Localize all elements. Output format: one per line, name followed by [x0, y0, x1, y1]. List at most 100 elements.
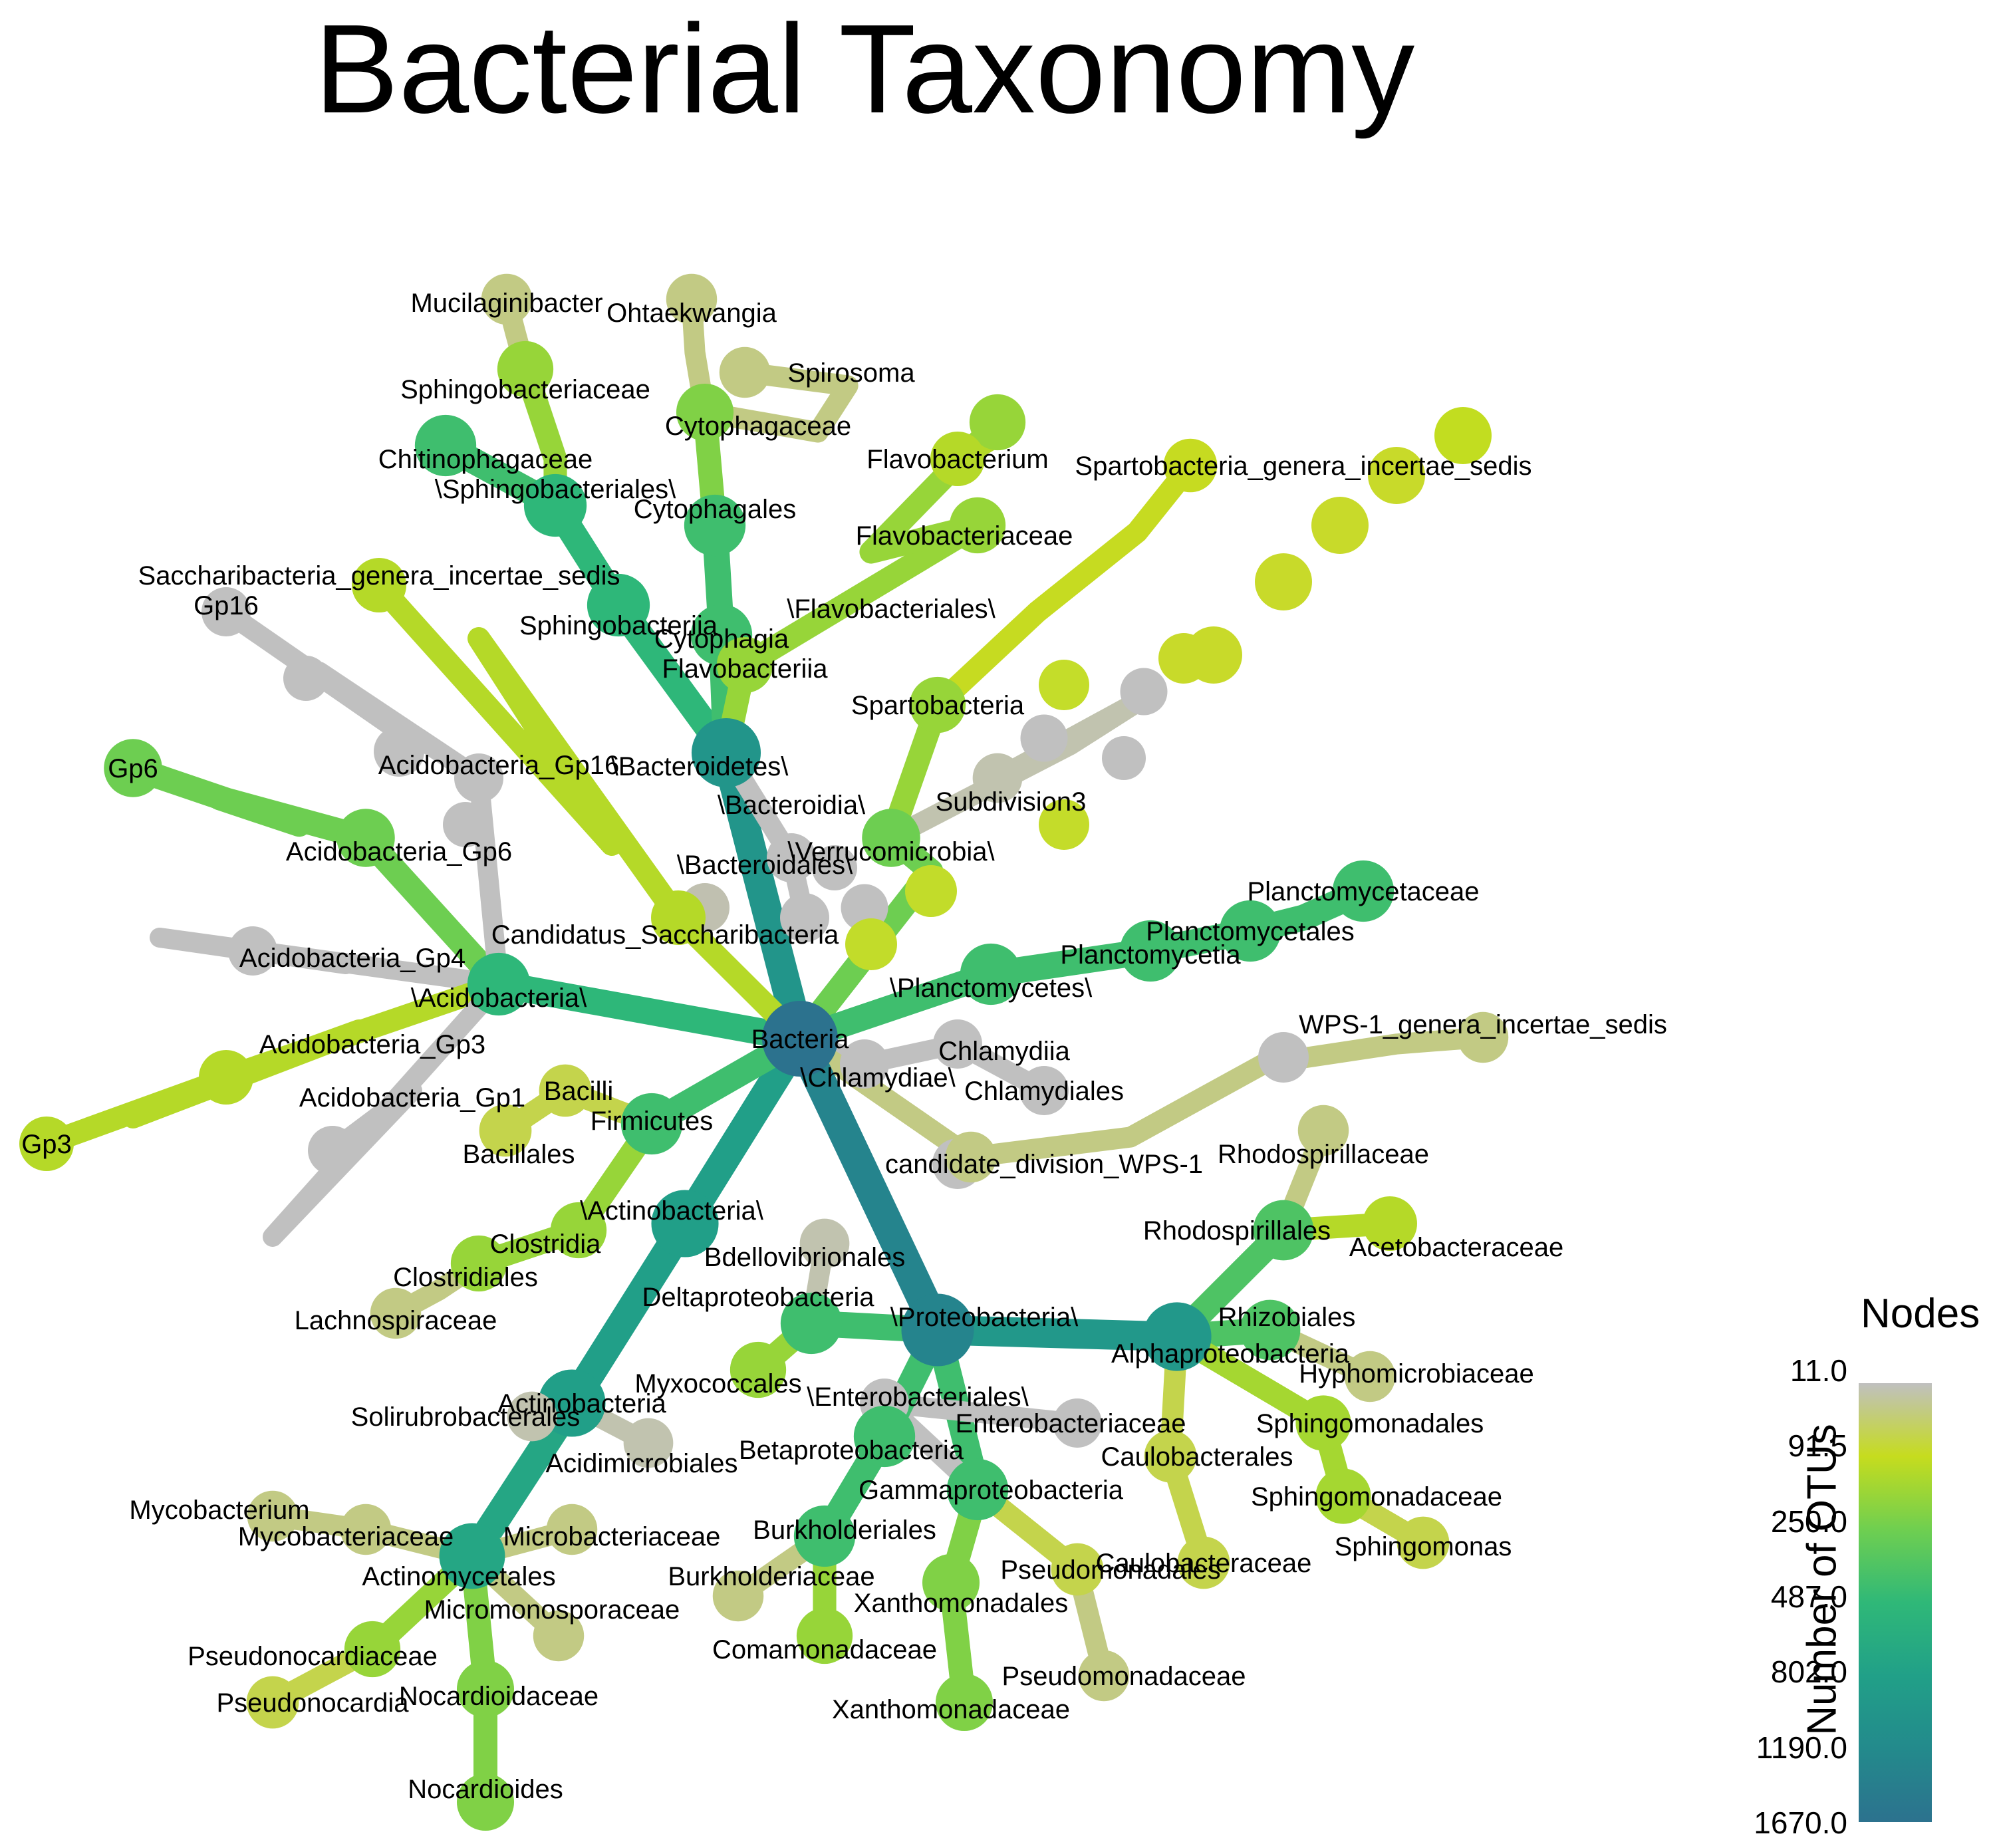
node-label: Flavobacteriia: [662, 654, 828, 684]
chain-node: [1258, 1032, 1309, 1083]
node-label: Nocardioides: [408, 1775, 563, 1804]
chain-node: [1434, 407, 1492, 464]
node-label: Planctomycetaceae: [1247, 877, 1479, 906]
node-label: \Actinobacteria\: [580, 1196, 764, 1226]
chain-node: [1039, 660, 1089, 710]
node-label: Flavobacteriaceae: [856, 521, 1073, 551]
node-label: \Planctomycetes\: [890, 974, 1093, 1003]
node-deltaproteobacteria: [780, 1292, 843, 1355]
node-clostridia: [550, 1202, 607, 1259]
node-mucilaginibacter: [481, 273, 533, 325]
chain-node: [1368, 447, 1425, 504]
node-acidobacteria_gp4: [228, 926, 277, 976]
node-sphingomonadales: [1295, 1395, 1351, 1451]
edge-gp6: [120, 755, 378, 851]
node-actinobacteria_phylum: [651, 1190, 719, 1257]
legend-tick-label: 802.0: [1770, 1654, 1847, 1690]
legend-title: Nodes: [1861, 1291, 1980, 1337]
node-flavobacteriia: [716, 636, 773, 694]
node-label: Spirosoma: [787, 358, 915, 388]
chain-node: [443, 802, 488, 847]
node-label: Sphingomonadaceae: [1251, 1482, 1502, 1512]
node-sphingomonas: [1396, 1516, 1450, 1569]
node-burkholderiaceae: [712, 1570, 764, 1622]
node-label: \Flavobacteriales\: [787, 594, 996, 624]
node-label: \Bacteroidales\: [677, 851, 853, 880]
node-label: Subdivision3: [936, 787, 1087, 817]
node-label: Hyphomicrobiaceae: [1299, 1359, 1534, 1388]
node-label: Acidimicrobiales: [546, 1449, 738, 1478]
node-label: \Sphingobacteriales\: [435, 475, 676, 504]
node-pseudonocardiaceae: [344, 1621, 401, 1678]
node-acidobacteria_gp6: [336, 809, 395, 867]
node-sphingobacteriia: [587, 573, 650, 637]
node-label: Sphingobacteriaceae: [400, 375, 650, 404]
legend-tick-label: 1190.0: [1756, 1730, 1847, 1765]
node-label: \Bacteroidia\: [718, 791, 866, 820]
node-verrucomicrobia: [862, 809, 920, 867]
node-saccharibacteria: [651, 890, 706, 945]
node-acetobacteraceae: [1363, 1196, 1417, 1251]
node-spirosoma: [719, 346, 771, 398]
node-label: Spartobacteria_genera_incertae_sedis: [1075, 452, 1531, 481]
legend-tick-label: 250.0: [1770, 1504, 1847, 1539]
node-label: Rhizobiales: [1218, 1303, 1356, 1332]
edge-saccharibacteria_gis: [368, 574, 690, 929]
diagram-title: Bacterial Taxonomy: [314, 0, 1415, 140]
node-wps1_gis: [1457, 1011, 1509, 1063]
node-bdellovibrionales: [799, 1218, 850, 1269]
chain-node: [1255, 553, 1312, 610]
node-label: Burkholderiaceae: [668, 1562, 874, 1591]
nodes: [19, 273, 1509, 1831]
edge-bacteroidetes: [711, 737, 815, 1054]
node-label: Mycobacterium: [129, 1496, 309, 1525]
edge-acidobacteria: [485, 970, 814, 1053]
node-label: Rhodospirillales: [1143, 1216, 1331, 1246]
node-label: Actinobacteria: [497, 1389, 666, 1418]
node-chlamydiales: [1019, 1066, 1069, 1115]
node-proteobacteria: [901, 1293, 974, 1367]
node-nocardioides: [456, 1773, 515, 1831]
node-acidobacteria_gp16: [454, 753, 503, 803]
node-xanthomonadales: [922, 1553, 980, 1612]
node-chlamydiia: [933, 1019, 982, 1069]
legend-color-bar: [1859, 1383, 1932, 1822]
node-label: WPS-1_genera_incertae_sedis: [1299, 1010, 1667, 1039]
node-acidimicrobiales: [623, 1418, 674, 1468]
node-label: \Acidobacteria\: [411, 984, 587, 1013]
node-solirubrobacterales: [507, 1391, 557, 1442]
node-label: Planctomycetia: [1060, 940, 1241, 970]
node-sphingobacteriales: [523, 473, 587, 537]
node-mycobacterium: [247, 1490, 299, 1542]
node-label: Bacillales: [463, 1140, 575, 1169]
node-label: Sphingomonadales: [1256, 1409, 1484, 1438]
chain-node: [374, 726, 424, 777]
chain-node: [905, 865, 957, 917]
node-sphingomonadaceae: [1315, 1468, 1371, 1524]
node-label: \Bacteroidetes\: [611, 752, 789, 781]
node-gammaproteobacteria: [946, 1458, 1009, 1521]
node-planctomycetaceae: [1332, 860, 1395, 922]
node-chitinophagaceae: [414, 414, 477, 477]
node-label: \Enterobacteriales\: [807, 1383, 1029, 1412]
node-label: \Proteobacteria\: [890, 1303, 1079, 1332]
node-flavobacteriaceae: [969, 394, 1026, 451]
node-rhodospirillales: [1253, 1200, 1314, 1261]
edge-enterobacteriaceae: [874, 1393, 1087, 1433]
node-label: Bdellovibrionales: [704, 1243, 905, 1272]
node-label: Acidobacteria_Gp6: [286, 837, 512, 866]
node-firmicutes: [620, 1093, 683, 1155]
node-pseudomonadaceae: [1078, 1650, 1130, 1702]
node-gp16: [201, 587, 251, 636]
node-ohtaekwangia: [666, 273, 718, 325]
edge-proteobacteria: [784, 1023, 954, 1346]
node-label: Sphingobacteriia: [519, 611, 718, 640]
chain-node: [812, 845, 857, 890]
node-label: Planctomycetales: [1146, 917, 1354, 946]
node-hyphomicrobiaceae: [1344, 1351, 1396, 1402]
node-pseudonocardia: [246, 1676, 299, 1729]
node-label: Micromonosporaceae: [424, 1595, 680, 1625]
node-acidobacteria: [467, 952, 531, 1016]
edge-actinobacteria: [557, 1209, 700, 1418]
node-chlamydiae: [840, 1039, 889, 1089]
